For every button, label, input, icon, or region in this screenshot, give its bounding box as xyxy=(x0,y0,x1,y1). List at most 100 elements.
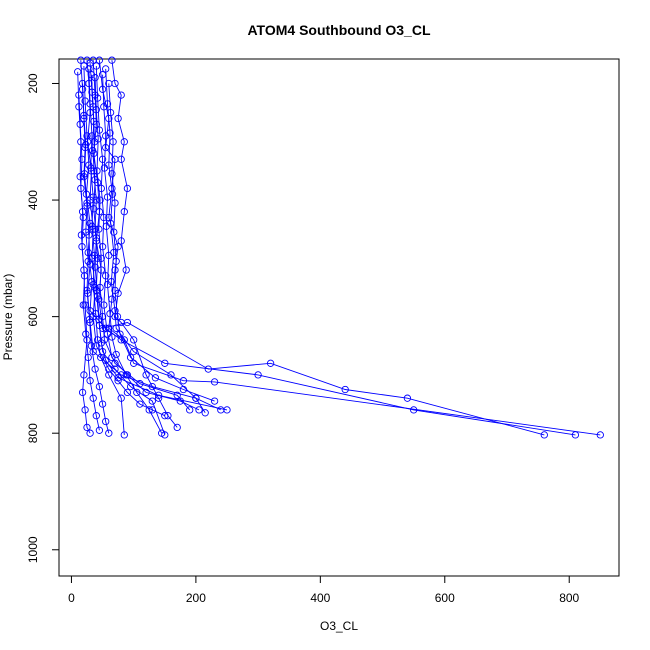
data-point xyxy=(195,406,203,414)
data-point xyxy=(117,91,125,99)
series-line xyxy=(89,63,166,436)
data-point xyxy=(266,359,275,367)
data-point xyxy=(84,257,92,265)
data-point xyxy=(223,406,231,414)
data-point xyxy=(83,199,91,207)
data-point xyxy=(142,388,150,397)
data-point xyxy=(133,388,141,397)
x-tick-label: 600 xyxy=(435,591,455,605)
data-point xyxy=(74,68,82,76)
data-point xyxy=(110,228,118,236)
data-point xyxy=(98,400,107,408)
data-point xyxy=(112,350,120,359)
data-point xyxy=(117,394,125,402)
data-point xyxy=(173,391,181,399)
data-point xyxy=(90,205,98,213)
x-axis-label: O3_CL xyxy=(320,619,358,633)
series-group xyxy=(74,56,604,439)
data-point xyxy=(113,312,122,321)
data-point xyxy=(254,371,262,379)
data-point xyxy=(210,378,219,386)
x-tick-label: 400 xyxy=(310,591,330,605)
data-point xyxy=(100,301,108,309)
series-line xyxy=(108,83,215,402)
data-point xyxy=(80,173,88,181)
data-point xyxy=(88,146,97,155)
data-point xyxy=(111,266,119,274)
series-line xyxy=(80,60,221,411)
data-point xyxy=(173,423,181,432)
data-point xyxy=(151,374,160,382)
profile-series xyxy=(87,71,231,414)
data-point xyxy=(82,330,90,338)
data-point xyxy=(96,196,104,204)
data-point xyxy=(81,406,89,414)
data-point xyxy=(158,429,166,437)
data-point xyxy=(86,429,94,437)
data-point xyxy=(93,94,102,102)
data-point xyxy=(102,417,110,426)
data-point xyxy=(103,193,112,201)
data-point xyxy=(148,397,156,405)
data-point xyxy=(102,272,110,280)
data-point xyxy=(116,330,124,338)
profile-series xyxy=(80,62,580,439)
data-point xyxy=(102,222,110,230)
profile-series xyxy=(75,91,104,434)
data-point xyxy=(111,286,119,295)
y-tick-label: 600 xyxy=(26,306,40,326)
data-point xyxy=(117,155,125,163)
series-line xyxy=(105,68,206,414)
data-point xyxy=(97,184,105,193)
data-point xyxy=(106,108,115,117)
data-point xyxy=(89,394,97,402)
data-point xyxy=(87,342,96,350)
data-point xyxy=(84,248,92,257)
data-point xyxy=(179,385,188,394)
data-point xyxy=(114,114,122,123)
profile-series xyxy=(108,56,181,432)
data-point xyxy=(114,374,122,382)
data-point xyxy=(91,365,99,373)
data-point xyxy=(93,254,102,262)
data-point xyxy=(98,243,107,251)
data-point xyxy=(108,170,116,178)
series-line xyxy=(92,60,545,436)
data-point xyxy=(201,409,209,417)
data-point xyxy=(86,377,94,385)
data-point xyxy=(120,208,128,216)
series-line xyxy=(94,77,191,411)
data-point xyxy=(192,394,200,402)
y-tick-label: 200 xyxy=(26,73,40,93)
data-point xyxy=(91,225,99,233)
data-point xyxy=(102,132,110,140)
data-point xyxy=(120,138,128,146)
y-axis-label: Pressure (mbar) xyxy=(1,274,15,361)
data-point xyxy=(117,237,125,245)
data-point xyxy=(82,141,90,149)
data-point xyxy=(341,385,349,394)
data-point xyxy=(79,213,87,222)
data-point xyxy=(403,394,412,402)
data-point xyxy=(111,199,119,207)
data-point xyxy=(95,225,103,233)
chart-title: ATOM4 Southbound O3_CL xyxy=(247,22,430,38)
data-point xyxy=(126,353,135,362)
data-point xyxy=(95,426,104,434)
data-point xyxy=(90,138,99,146)
x-tick-label: 800 xyxy=(559,591,579,605)
data-point xyxy=(130,347,138,356)
data-point xyxy=(88,132,96,140)
data-point xyxy=(97,254,105,262)
data-point xyxy=(95,126,104,134)
data-point xyxy=(108,56,116,64)
series-line xyxy=(111,60,178,428)
data-point xyxy=(87,71,96,79)
data-point xyxy=(103,280,112,289)
plot-frame xyxy=(58,58,620,577)
data-point xyxy=(105,429,113,437)
data-point xyxy=(109,138,117,146)
data-point xyxy=(92,62,100,70)
data-point xyxy=(78,79,87,88)
